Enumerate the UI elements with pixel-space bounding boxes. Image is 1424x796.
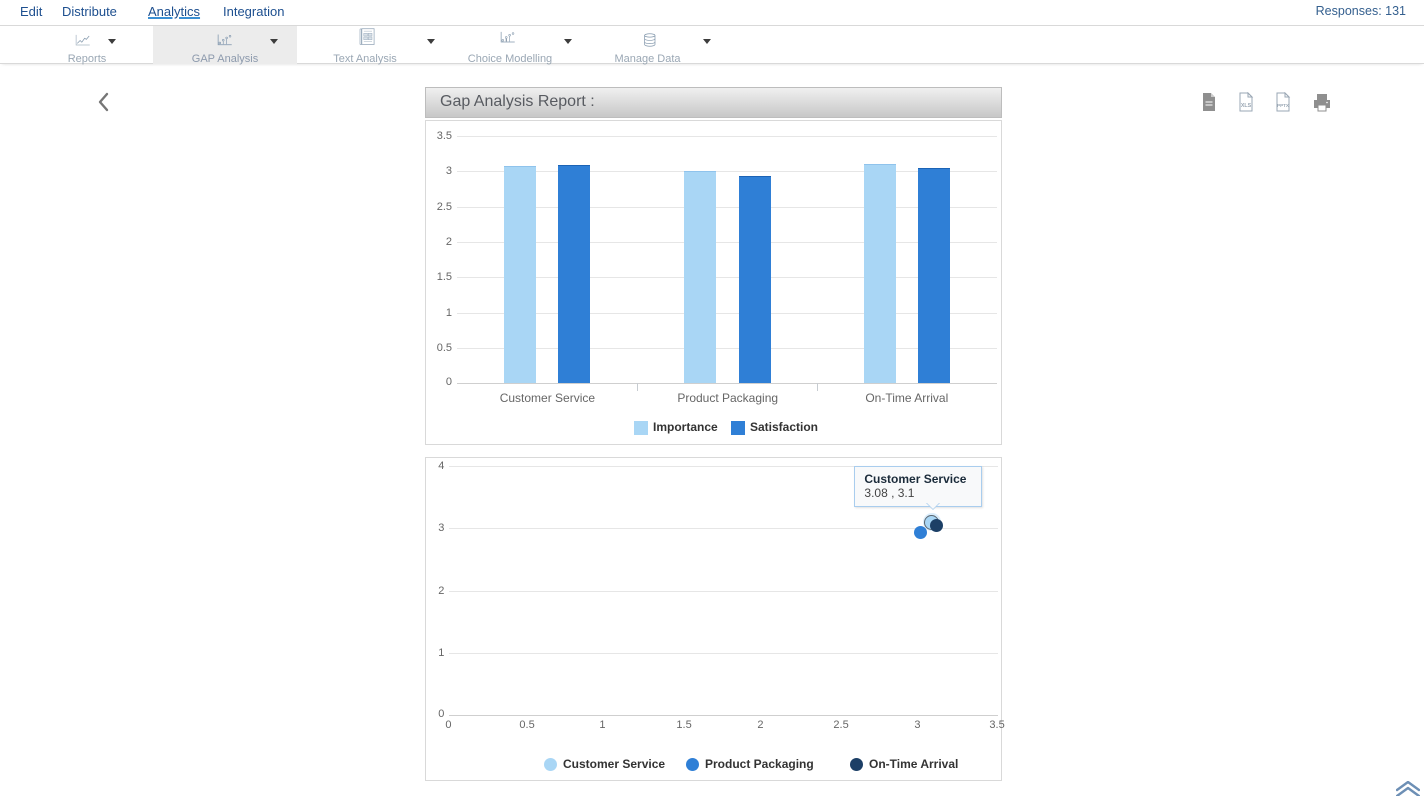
svg-text:XLS: XLS xyxy=(1241,103,1252,109)
svg-text:PPTX: PPTX xyxy=(1277,103,1290,108)
